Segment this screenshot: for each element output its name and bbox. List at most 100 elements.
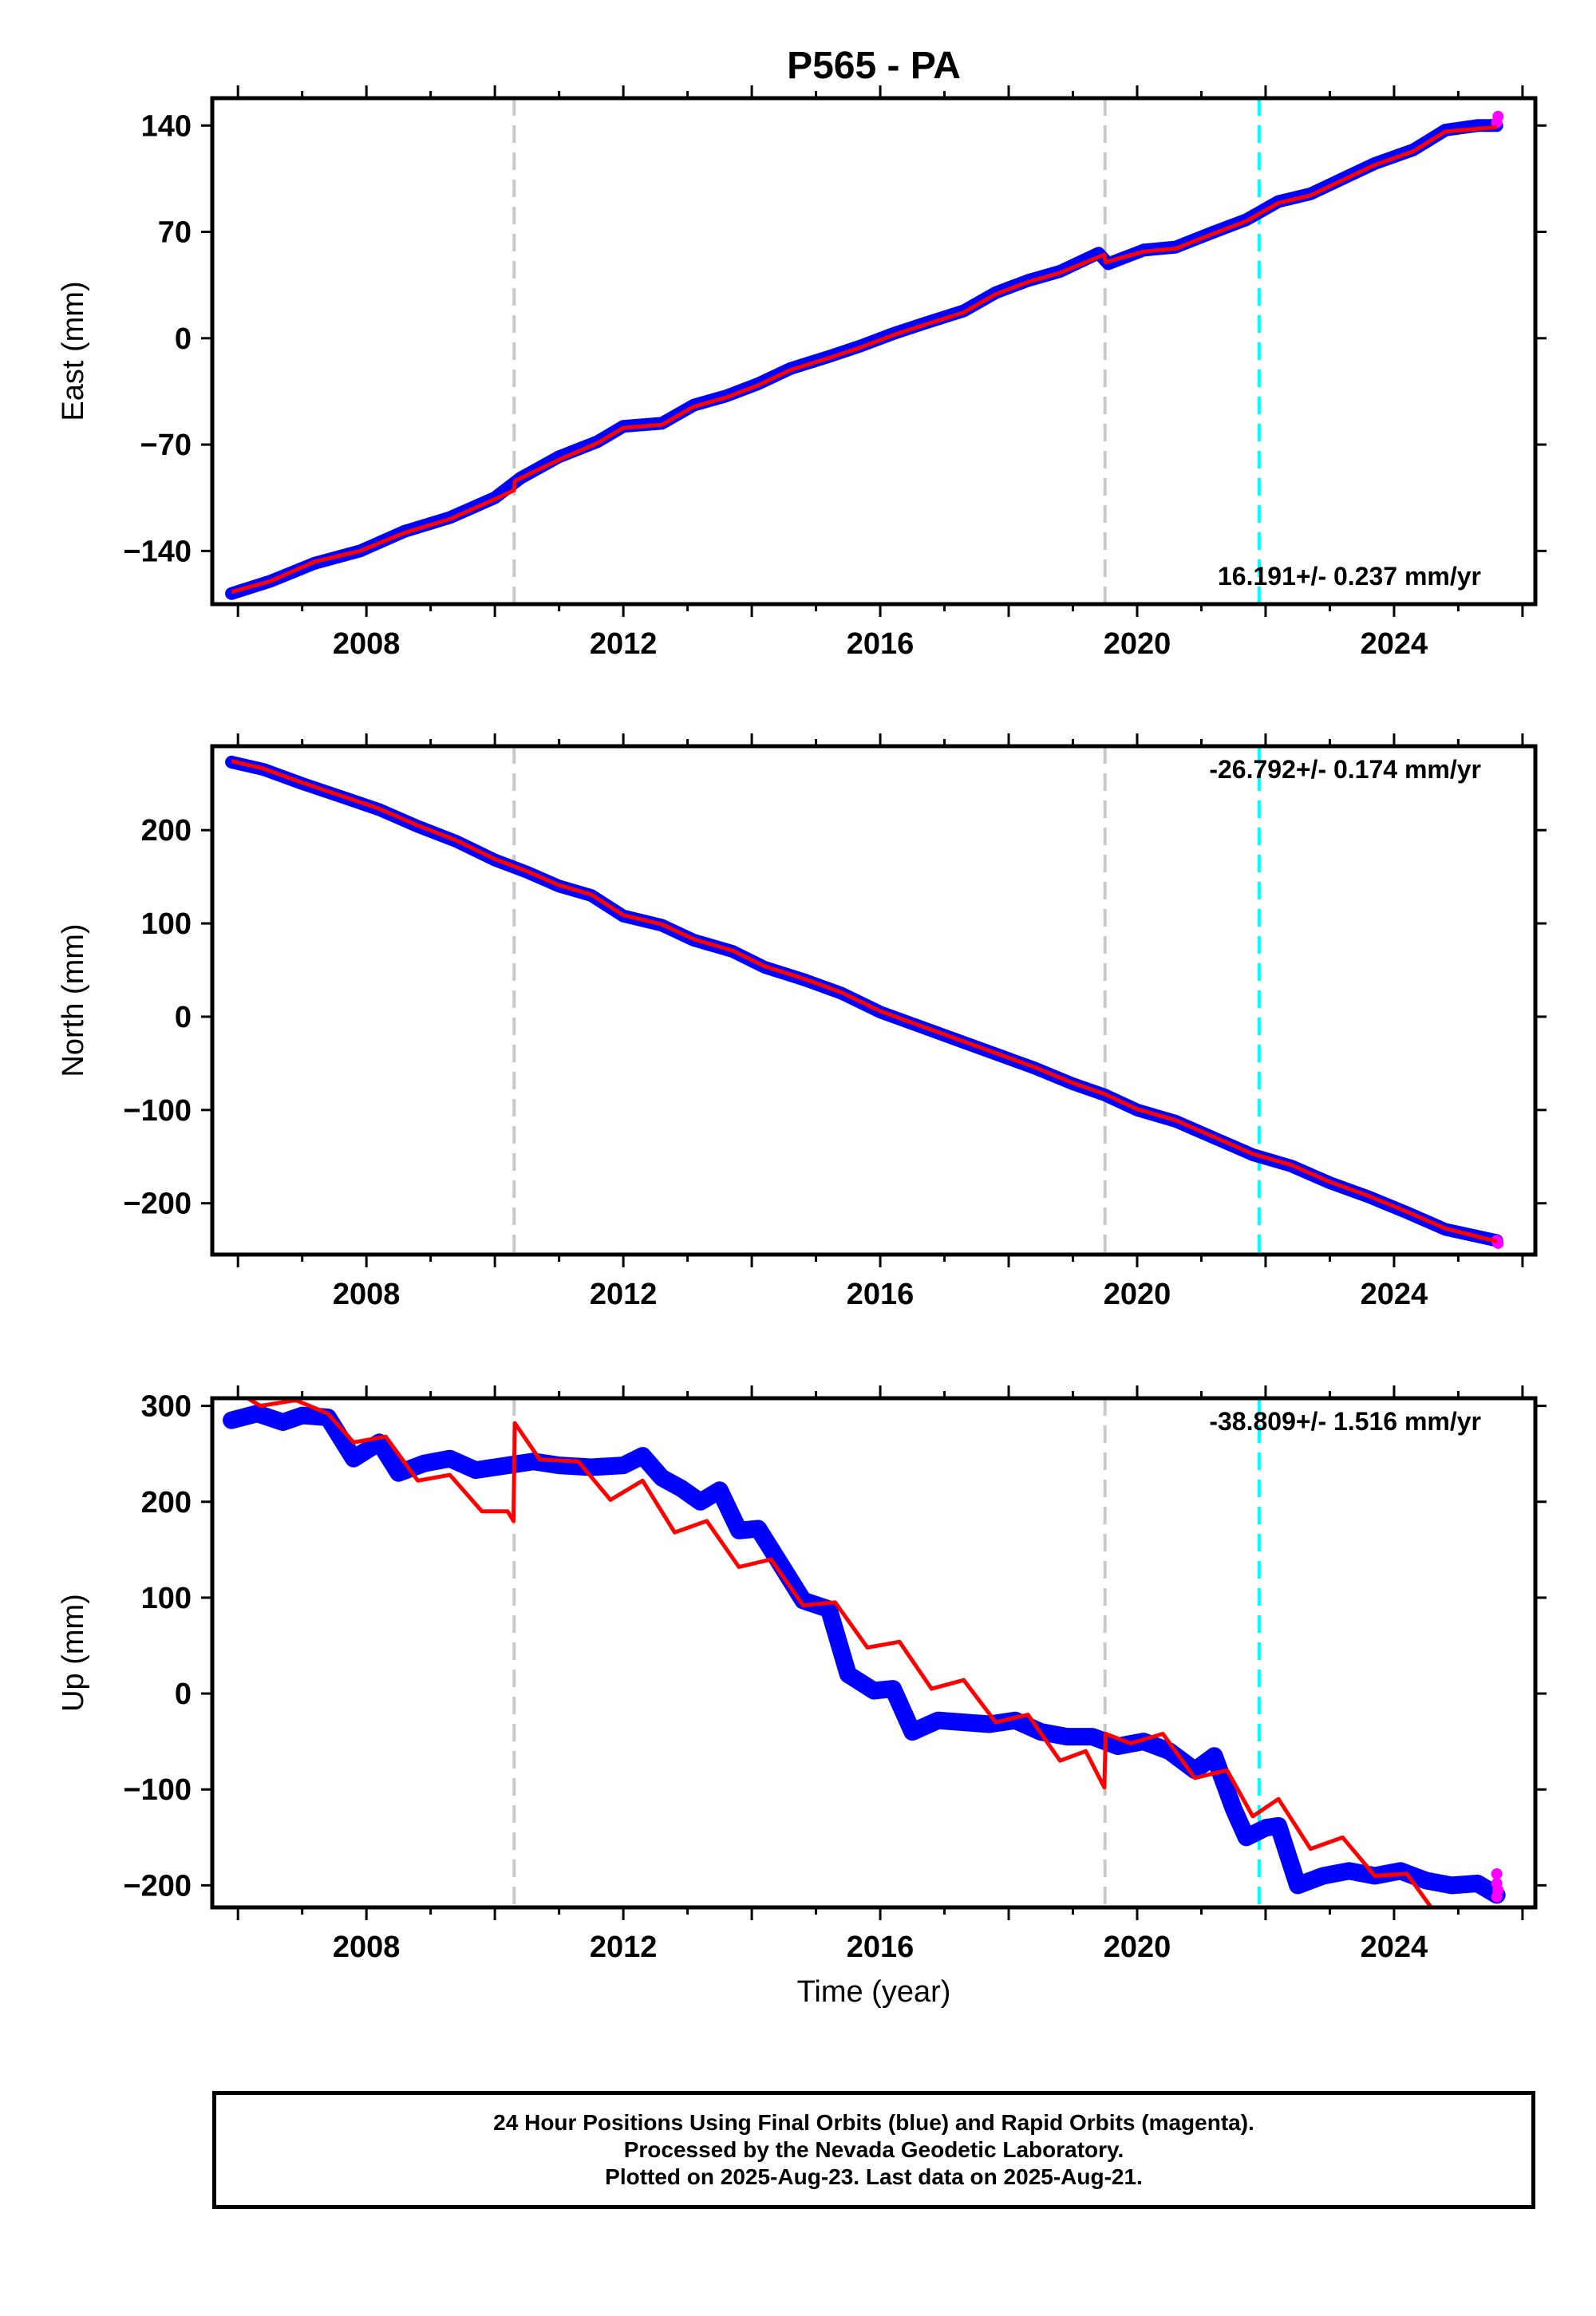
y-tick-label: 100: [141, 1582, 192, 1615]
final-orbit-point: [656, 1472, 668, 1484]
final-orbit-point: [1472, 1877, 1483, 1889]
rate-annotation: -26.792+/- 0.174 mm/yr: [1209, 755, 1481, 784]
y-tick-label: 0: [175, 1001, 192, 1034]
y-tick-label: −200: [123, 1869, 192, 1903]
x-axis-label: Time (year): [797, 1975, 951, 2009]
chart-title: P565 - PA: [787, 45, 961, 87]
panel-2-plot-area: [225, 746, 1504, 1255]
caption-line-3: Plotted on 2025-Aug-23. Last data on 202…: [605, 2164, 1143, 2189]
final-orbit-point: [1420, 1875, 1432, 1887]
final-orbit-point: [348, 1452, 360, 1464]
final-orbit-point: [907, 1726, 918, 1738]
x-tick-label: 2024: [1361, 1278, 1428, 1311]
final-orbit-point: [713, 1484, 725, 1496]
final-orbit-point: [226, 1414, 238, 1426]
final-orbit-point: [1343, 1865, 1355, 1877]
final-orbit-point: [733, 1524, 745, 1536]
final-orbit-point: [637, 1450, 649, 1462]
final-orbit-point: [753, 1523, 764, 1535]
final-orbit-point: [1086, 1731, 1098, 1743]
final-orbit-point: [1112, 1741, 1124, 1753]
final-orbit-point: [842, 1669, 854, 1681]
panel-frame: [210, 1396, 1538, 1910]
rapid-orbit-point: [1491, 1891, 1503, 1903]
final-orbit-point: [1317, 1870, 1329, 1882]
y-tick-label: 100: [141, 907, 192, 941]
y-tick-label: −100: [123, 1773, 192, 1807]
final-orbit-point: [469, 1464, 481, 1476]
x-tick-label: 2008: [333, 1931, 401, 1964]
panel-3: 300 200 100 0 −100 −200 2008 2012 2016 2020 2024 Up…: [57, 1385, 1547, 1964]
final-orbit-point: [887, 1683, 899, 1695]
panel-1: 140 70 0 −70 −140 2008 2012 2016 2020 2024 East (m…: [57, 85, 1547, 661]
x-tick-label: 2012: [590, 1278, 658, 1311]
x-tick-label: 2008: [333, 1278, 401, 1311]
final-orbit-point: [444, 1452, 456, 1464]
x-tick-label: 2012: [590, 627, 658, 661]
final-orbit-point: [527, 1456, 539, 1468]
final-orbit-point: [418, 1457, 430, 1469]
panel-frame: [210, 96, 1538, 607]
x-tick-label: 2012: [590, 1931, 658, 1964]
caption-box: 24 Hour Positions Using Final Orbits (bl…: [212, 2091, 1535, 2209]
final-orbit-point: [296, 1409, 308, 1421]
final-orbit-point: [958, 1717, 970, 1729]
rapid-orbit-point: [1491, 1867, 1503, 1879]
x-tick-label: 2016: [847, 1278, 915, 1311]
model-fit-line: [231, 759, 1498, 1244]
final-orbit-point: [618, 1460, 630, 1472]
final-orbit-point: [277, 1417, 289, 1429]
x-tick-label: 2020: [1104, 1278, 1171, 1311]
final-orbit-point: [502, 1460, 514, 1472]
y-axis-label: Up (mm): [57, 1594, 90, 1712]
final-orbit-point: [868, 1685, 879, 1697]
final-orbit-point: [823, 1603, 835, 1615]
y-tick-label: 0: [175, 1678, 192, 1711]
final-orbit-point: [1259, 1822, 1271, 1834]
final-orbit-point: [1208, 1750, 1220, 1762]
y-tick-label: 140: [141, 109, 192, 143]
final-orbit-point: [393, 1467, 405, 1479]
x-tick-label: 2024: [1361, 1931, 1428, 1964]
final-orbit-point: [1273, 1820, 1285, 1832]
final-orbit-point: [1227, 1803, 1239, 1815]
final-orbit-point: [675, 1482, 687, 1494]
model-fit-line: [243, 1398, 1434, 1907]
y-axis-label: North (mm): [57, 923, 90, 1077]
x-tick-label: 2016: [847, 1931, 915, 1964]
final-orbit-point: [983, 1718, 995, 1730]
caption-line-2: Processed by the Nevada Geodetic Laborat…: [623, 2137, 1124, 2162]
y-tick-label: 200: [141, 814, 192, 848]
y-tick-label: 70: [158, 216, 192, 250]
y-tick-label: −100: [123, 1094, 192, 1128]
final-orbit-point: [694, 1496, 706, 1508]
model-fit-line: [231, 124, 1497, 595]
y-tick-label: 300: [141, 1390, 192, 1424]
x-tick-label: 2020: [1104, 1931, 1171, 1964]
y-axis-label: East (mm): [57, 281, 90, 421]
rate-annotation: 16.191+/- 0.237 mm/yr: [1218, 562, 1481, 591]
final-orbit-point: [1292, 1879, 1304, 1891]
y-tick-label: −200: [123, 1188, 192, 1221]
panel-2: 200 100 0 −100 −200 2008 2012 2016 2020 2024 North…: [57, 733, 1547, 1311]
panel-3-plot-area: [223, 1398, 1506, 1907]
x-tick-label: 2016: [847, 627, 915, 661]
rate-annotation: -38.809+/- 1.516 mm/yr: [1209, 1407, 1481, 1436]
y-tick-label: −70: [140, 429, 192, 462]
final-orbit-positions-band: [223, 1405, 1506, 1904]
final-orbit-point: [585, 1461, 597, 1473]
y-tick-label: 0: [175, 322, 192, 356]
final-orbit-point: [251, 1408, 263, 1420]
final-orbit-point: [1240, 1832, 1252, 1844]
final-orbit-point: [1446, 1879, 1458, 1891]
final-orbit-point: [1061, 1731, 1073, 1743]
x-tick-label: 2024: [1361, 627, 1428, 661]
caption-line-1: 24 Hour Positions Using Final Orbits (bl…: [493, 2110, 1254, 2135]
panel-frame: [210, 744, 1538, 1257]
x-tick-label: 2008: [333, 627, 401, 661]
y-tick-label: 200: [141, 1486, 192, 1520]
rapid-orbit-point: [1492, 110, 1504, 122]
final-orbit-point: [932, 1714, 944, 1726]
panel-1-plot-area: [225, 98, 1504, 604]
